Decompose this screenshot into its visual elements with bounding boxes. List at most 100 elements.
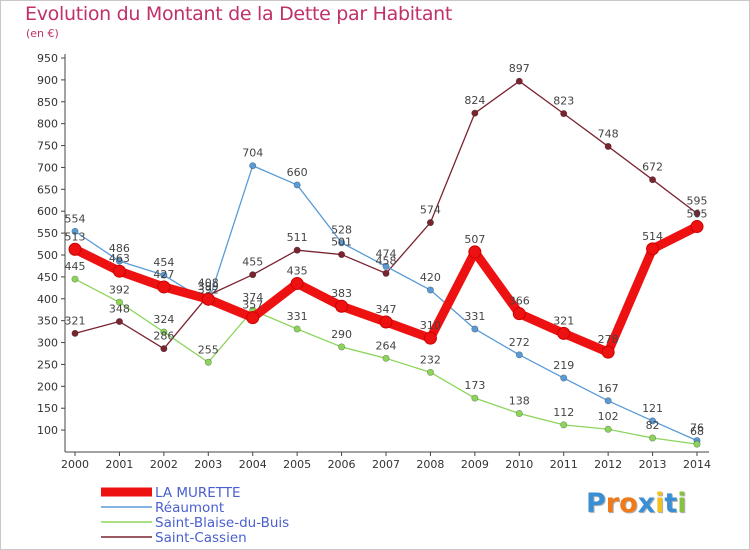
data-point-r-aumont — [471, 325, 479, 333]
data-point-saint-blaise-du-buis — [560, 421, 568, 429]
x-tick-label: 2013 — [639, 458, 667, 471]
x-tick-label: 2007 — [372, 458, 400, 471]
data-point-saint-cassien — [71, 329, 79, 337]
data-point-saint-cassien — [160, 345, 168, 353]
y-tick-label: 350 — [37, 315, 58, 328]
data-point-r-aumont — [71, 227, 79, 235]
y-tick-label: 250 — [37, 358, 58, 371]
data-point-la-murette — [468, 245, 482, 259]
data-label-r-aumont: 272 — [509, 336, 530, 349]
data-point-saint-blaise-du-buis — [471, 394, 479, 402]
data-label-la-murette: 321 — [553, 314, 574, 327]
data-label-saint-blaise-du-buis: 290 — [331, 328, 352, 341]
data-label-la-murette: 514 — [642, 230, 663, 243]
data-point-saint-blaise-du-buis — [604, 425, 612, 433]
data-point-la-murette — [112, 264, 126, 278]
data-point-r-aumont — [426, 286, 434, 294]
x-tick-label: 2008 — [416, 458, 444, 471]
x-tick-label: 2006 — [328, 458, 356, 471]
data-label-saint-blaise-du-buis: 264 — [376, 339, 397, 352]
data-label-saint-cassien: 501 — [331, 236, 352, 249]
data-point-saint-blaise-du-buis — [71, 275, 79, 283]
y-tick-label: 400 — [37, 293, 58, 306]
y-tick-label: 600 — [37, 205, 58, 218]
chart-subtitle: (en €) — [26, 27, 59, 40]
data-label-saint-blaise-du-buis: 374 — [242, 291, 263, 304]
x-tick-label: 2009 — [461, 458, 489, 471]
data-label-r-aumont: 660 — [287, 166, 308, 179]
data-label-saint-cassien: 748 — [598, 127, 619, 140]
data-label-r-aumont: 454 — [153, 256, 174, 269]
data-label-la-murette: 463 — [109, 252, 130, 265]
data-label-saint-cassien: 672 — [642, 161, 663, 174]
legend-label-saint-cassien: Saint-Cassien — [155, 530, 247, 546]
data-label-saint-cassien: 823 — [553, 95, 574, 108]
data-label-saint-cassien: 348 — [109, 303, 130, 316]
data-point-r-aumont — [293, 181, 301, 189]
data-point-la-murette — [601, 345, 615, 359]
data-label-la-murette: 507 — [464, 233, 485, 246]
y-tick-label: 650 — [37, 183, 58, 196]
data-label-saint-blaise-du-buis: 68 — [690, 425, 704, 438]
data-point-la-murette — [68, 242, 82, 256]
data-point-saint-blaise-du-buis — [338, 343, 346, 351]
data-point-saint-blaise-du-buis — [115, 298, 123, 306]
data-label-saint-cassien: 455 — [242, 256, 263, 269]
data-label-la-murette: 435 — [287, 264, 308, 277]
data-label-saint-blaise-du-buis: 445 — [65, 260, 86, 273]
data-point-saint-cassien — [426, 219, 434, 227]
x-tick-label: 2004 — [239, 458, 267, 471]
data-point-la-murette — [157, 280, 171, 294]
data-label-r-aumont: 554 — [65, 212, 86, 225]
data-label-r-aumont: 331 — [464, 310, 485, 323]
y-tick-label: 500 — [37, 249, 58, 262]
data-label-r-aumont: 528 — [331, 224, 352, 237]
data-label-r-aumont: 392 — [198, 283, 219, 296]
data-point-saint-cassien — [338, 251, 346, 259]
data-label-saint-blaise-du-buis: 138 — [509, 394, 530, 407]
data-point-r-aumont — [115, 257, 123, 265]
y-tick-label: 850 — [37, 96, 58, 109]
data-label-la-murette: 310 — [420, 319, 441, 332]
logo-letter: o — [619, 488, 638, 519]
data-point-saint-blaise-du-buis — [160, 328, 168, 336]
x-tick-label: 2005 — [283, 458, 311, 471]
logo-letter: r — [605, 488, 620, 519]
data-label-la-murette: 347 — [376, 303, 397, 316]
data-label-saint-cassien: 458 — [376, 254, 397, 267]
logo-letter: i — [677, 488, 687, 519]
data-label-saint-cassien: 595 — [687, 194, 708, 207]
data-point-la-murette — [557, 326, 571, 340]
data-point-la-murette — [246, 311, 260, 325]
logo-letter: P — [586, 488, 606, 519]
data-label-la-murette: 366 — [509, 295, 530, 308]
data-point-r-aumont — [560, 374, 568, 382]
logo-letter: i — [655, 488, 665, 519]
y-tick-label: 800 — [37, 118, 58, 131]
data-point-saint-cassien — [604, 142, 612, 150]
data-label-saint-blaise-du-buis: 255 — [198, 343, 219, 356]
x-tick-label: 2000 — [61, 458, 89, 471]
data-label-saint-cassien: 824 — [464, 94, 485, 107]
x-tick-label: 2010 — [505, 458, 533, 471]
data-point-la-murette — [335, 299, 349, 313]
data-point-saint-cassien — [560, 110, 568, 118]
data-label-saint-cassien: 286 — [153, 330, 174, 343]
data-label-la-murette: 357 — [242, 299, 263, 312]
data-point-saint-cassien — [649, 176, 657, 184]
data-point-saint-cassien — [249, 271, 257, 279]
proxiti-logo: Proxiti — [586, 488, 687, 519]
data-label-r-aumont: 420 — [420, 271, 441, 284]
data-label-saint-blaise-du-buis: 232 — [420, 353, 441, 366]
data-label-la-murette: 513 — [65, 230, 86, 243]
data-point-la-murette — [201, 292, 215, 306]
data-label-saint-cassien: 408 — [198, 276, 219, 289]
y-tick-label: 200 — [37, 380, 58, 393]
data-label-saint-blaise-du-buis: 392 — [109, 283, 130, 296]
series-layer — [68, 77, 704, 448]
legend: LA MURETTERéaumontSaint-Blaise-du-BuisSa… — [101, 485, 289, 546]
legend-label-r-aumont: Réaumont — [155, 500, 224, 516]
x-tick-label: 2014 — [683, 458, 711, 471]
data-label-la-murette: 383 — [331, 287, 352, 300]
